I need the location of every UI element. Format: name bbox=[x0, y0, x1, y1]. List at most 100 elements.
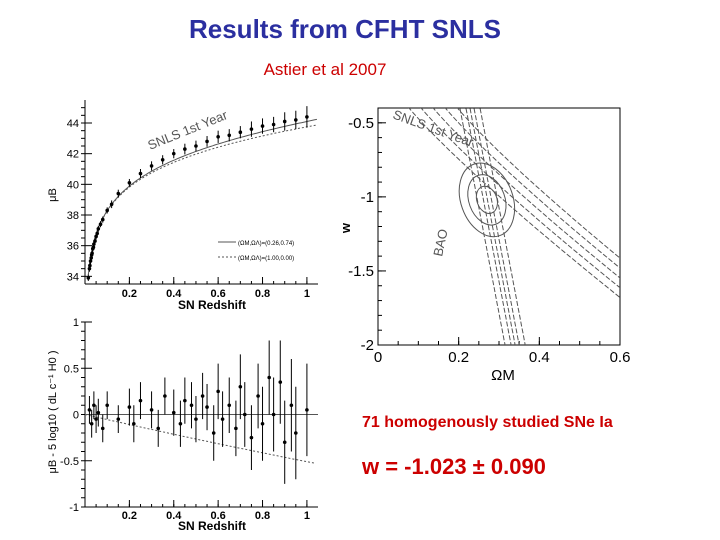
hubble-y-tick-label: 44 bbox=[67, 118, 79, 130]
residuals-data-point bbox=[260, 421, 265, 426]
combined-confidence-contour bbox=[458, 162, 516, 238]
residuals-data-point bbox=[271, 412, 276, 417]
hubble-data-point bbox=[86, 276, 91, 280]
hubble-data-point bbox=[149, 164, 154, 168]
hubble-data-point bbox=[271, 122, 276, 127]
residuals-data-point bbox=[183, 398, 187, 403]
hubble-data-point bbox=[98, 222, 103, 226]
hubble-data-point bbox=[96, 227, 101, 231]
contour-y-tick-label: -2 bbox=[361, 337, 374, 354]
hubble-model-curve-lcdm bbox=[87, 118, 317, 275]
contour-frame bbox=[377, 107, 621, 346]
hubble-data-point bbox=[160, 158, 165, 162]
residuals-data-point bbox=[205, 405, 209, 409]
residuals-data-point bbox=[132, 421, 136, 426]
snls-constraint-band bbox=[444, 108, 620, 269]
hubble-legend-entry: (ΩM,ΩΛ)=(1.00,0.00) bbox=[238, 256, 294, 262]
residuals-y-axis-label: μB - 5 log10 ( dL c⁻¹ H0 ) bbox=[47, 350, 59, 473]
hubble-data-point bbox=[205, 139, 209, 144]
w-result-note: w = -1.023 ± 0.090 bbox=[362, 454, 546, 479]
bao-constraint-band bbox=[465, 108, 512, 345]
contour-annotation-bao: BAO bbox=[430, 228, 450, 258]
residuals-data-point bbox=[156, 426, 161, 431]
contour-x-tick-label: 0.4 bbox=[529, 349, 550, 366]
slide-title: Results from CFHT SNLS bbox=[188, 14, 502, 44]
contour-y-tick-label: -1 bbox=[361, 189, 374, 206]
hubble-data-point bbox=[127, 181, 132, 185]
residuals-data-point bbox=[138, 398, 143, 403]
hubble-data-point bbox=[194, 144, 198, 148]
hubble-y-axis-label: μB bbox=[47, 188, 59, 202]
residuals-x-axis-label: SN Redshift bbox=[178, 519, 246, 533]
residuals-data-point bbox=[234, 426, 238, 431]
hubble-x-tick-label: 0.8 bbox=[255, 288, 270, 300]
residuals-data-point bbox=[178, 421, 183, 426]
residuals-data-point bbox=[278, 380, 283, 384]
hubble-x-tick-label: 1 bbox=[304, 288, 310, 300]
hubble-data-point bbox=[305, 115, 309, 119]
hubble-data-point bbox=[249, 127, 254, 131]
residuals-data-point bbox=[189, 403, 194, 408]
contour-x-axis-label: ΩM bbox=[491, 367, 515, 384]
residuals-x-tick-label: 1 bbox=[304, 510, 310, 522]
hubble-y-tick-label: 36 bbox=[67, 241, 79, 253]
residuals-x-tick-label: 0.6 bbox=[210, 510, 225, 522]
snls-constraint-band bbox=[432, 108, 620, 279]
residuals-data-point bbox=[249, 435, 254, 440]
residuals-y-tick-label: -0.5 bbox=[60, 456, 79, 468]
residuals-y-tick-label: -1 bbox=[69, 502, 79, 514]
hubble-data-point bbox=[95, 231, 100, 236]
residuals-data-point bbox=[200, 394, 205, 398]
residuals-data-point bbox=[267, 375, 271, 380]
hubble-data-point bbox=[260, 124, 265, 128]
hubble-data-point bbox=[116, 191, 121, 196]
hubble-data-point bbox=[216, 135, 220, 139]
residuals-data-point bbox=[294, 431, 298, 435]
residuals-data-point bbox=[116, 417, 121, 421]
residuals-model-curve bbox=[84, 414, 316, 464]
bao-constraint-band bbox=[459, 108, 506, 345]
residuals-data-point bbox=[242, 412, 247, 417]
residuals-data-point bbox=[105, 403, 109, 408]
snls-constraint-band bbox=[420, 108, 620, 289]
contour-x-tick-label: 0.6 bbox=[610, 349, 631, 366]
hubble-x-tick-label: 0.6 bbox=[210, 288, 225, 300]
residuals-x-tick-label: 0.2 bbox=[122, 510, 137, 522]
residuals-data-point bbox=[89, 421, 94, 426]
residuals-panel: -1 -0.5 0 0.5 1 0.2 0.4 0.6 0.8 1 SN Redshift μB - … bbox=[47, 317, 318, 533]
hubble-legend-entry: (ΩM,ΩΛ)=(0.26,0.74) bbox=[238, 241, 294, 247]
contour-y-tick-label: -0.5 bbox=[348, 115, 374, 132]
hubble-data-point bbox=[100, 217, 105, 222]
hubble-y-tick-label: 34 bbox=[67, 271, 79, 283]
hubble-y-tick-label: 42 bbox=[67, 149, 79, 161]
residuals-data-point bbox=[211, 431, 216, 435]
bao-constraint-band bbox=[469, 108, 516, 345]
residuals-data-point bbox=[256, 394, 260, 398]
hubble-data-point bbox=[88, 263, 92, 268]
residuals-data-point bbox=[171, 410, 176, 415]
contour-y-axis-label: w bbox=[338, 222, 353, 234]
residuals-x-tick-label: 0.8 bbox=[255, 510, 270, 522]
residuals-data-point bbox=[92, 403, 96, 408]
contour-x-tick-label: 0.2 bbox=[448, 349, 469, 366]
hubble-annotation-snls: SNLS 1st Year bbox=[146, 107, 231, 153]
hubble-data-point bbox=[282, 119, 287, 124]
residuals-data-point bbox=[87, 408, 92, 412]
contour-x-tick-label: 0 bbox=[374, 349, 382, 366]
hubble-data-point bbox=[227, 133, 232, 138]
residuals-x-tick-label: 0.4 bbox=[166, 510, 182, 522]
residuals-data-point bbox=[100, 426, 105, 431]
hubble-data-point bbox=[90, 251, 94, 256]
residuals-data-point bbox=[94, 417, 98, 421]
residuals-y-tick-label: 0.5 bbox=[64, 363, 79, 375]
residuals-data-point bbox=[305, 408, 309, 412]
hubble-x-axis-label: SN Redshift bbox=[178, 298, 246, 312]
hubble-y-tick-label: 38 bbox=[67, 210, 79, 222]
hubble-x-tick-label: 0.4 bbox=[166, 288, 182, 300]
residuals-data-point bbox=[149, 408, 154, 412]
hubble-x-tick-label: 0.2 bbox=[122, 288, 137, 300]
residuals-data-point bbox=[96, 410, 101, 415]
hubble-model-curve-matter bbox=[87, 124, 317, 276]
residuals-data-point bbox=[238, 384, 243, 389]
